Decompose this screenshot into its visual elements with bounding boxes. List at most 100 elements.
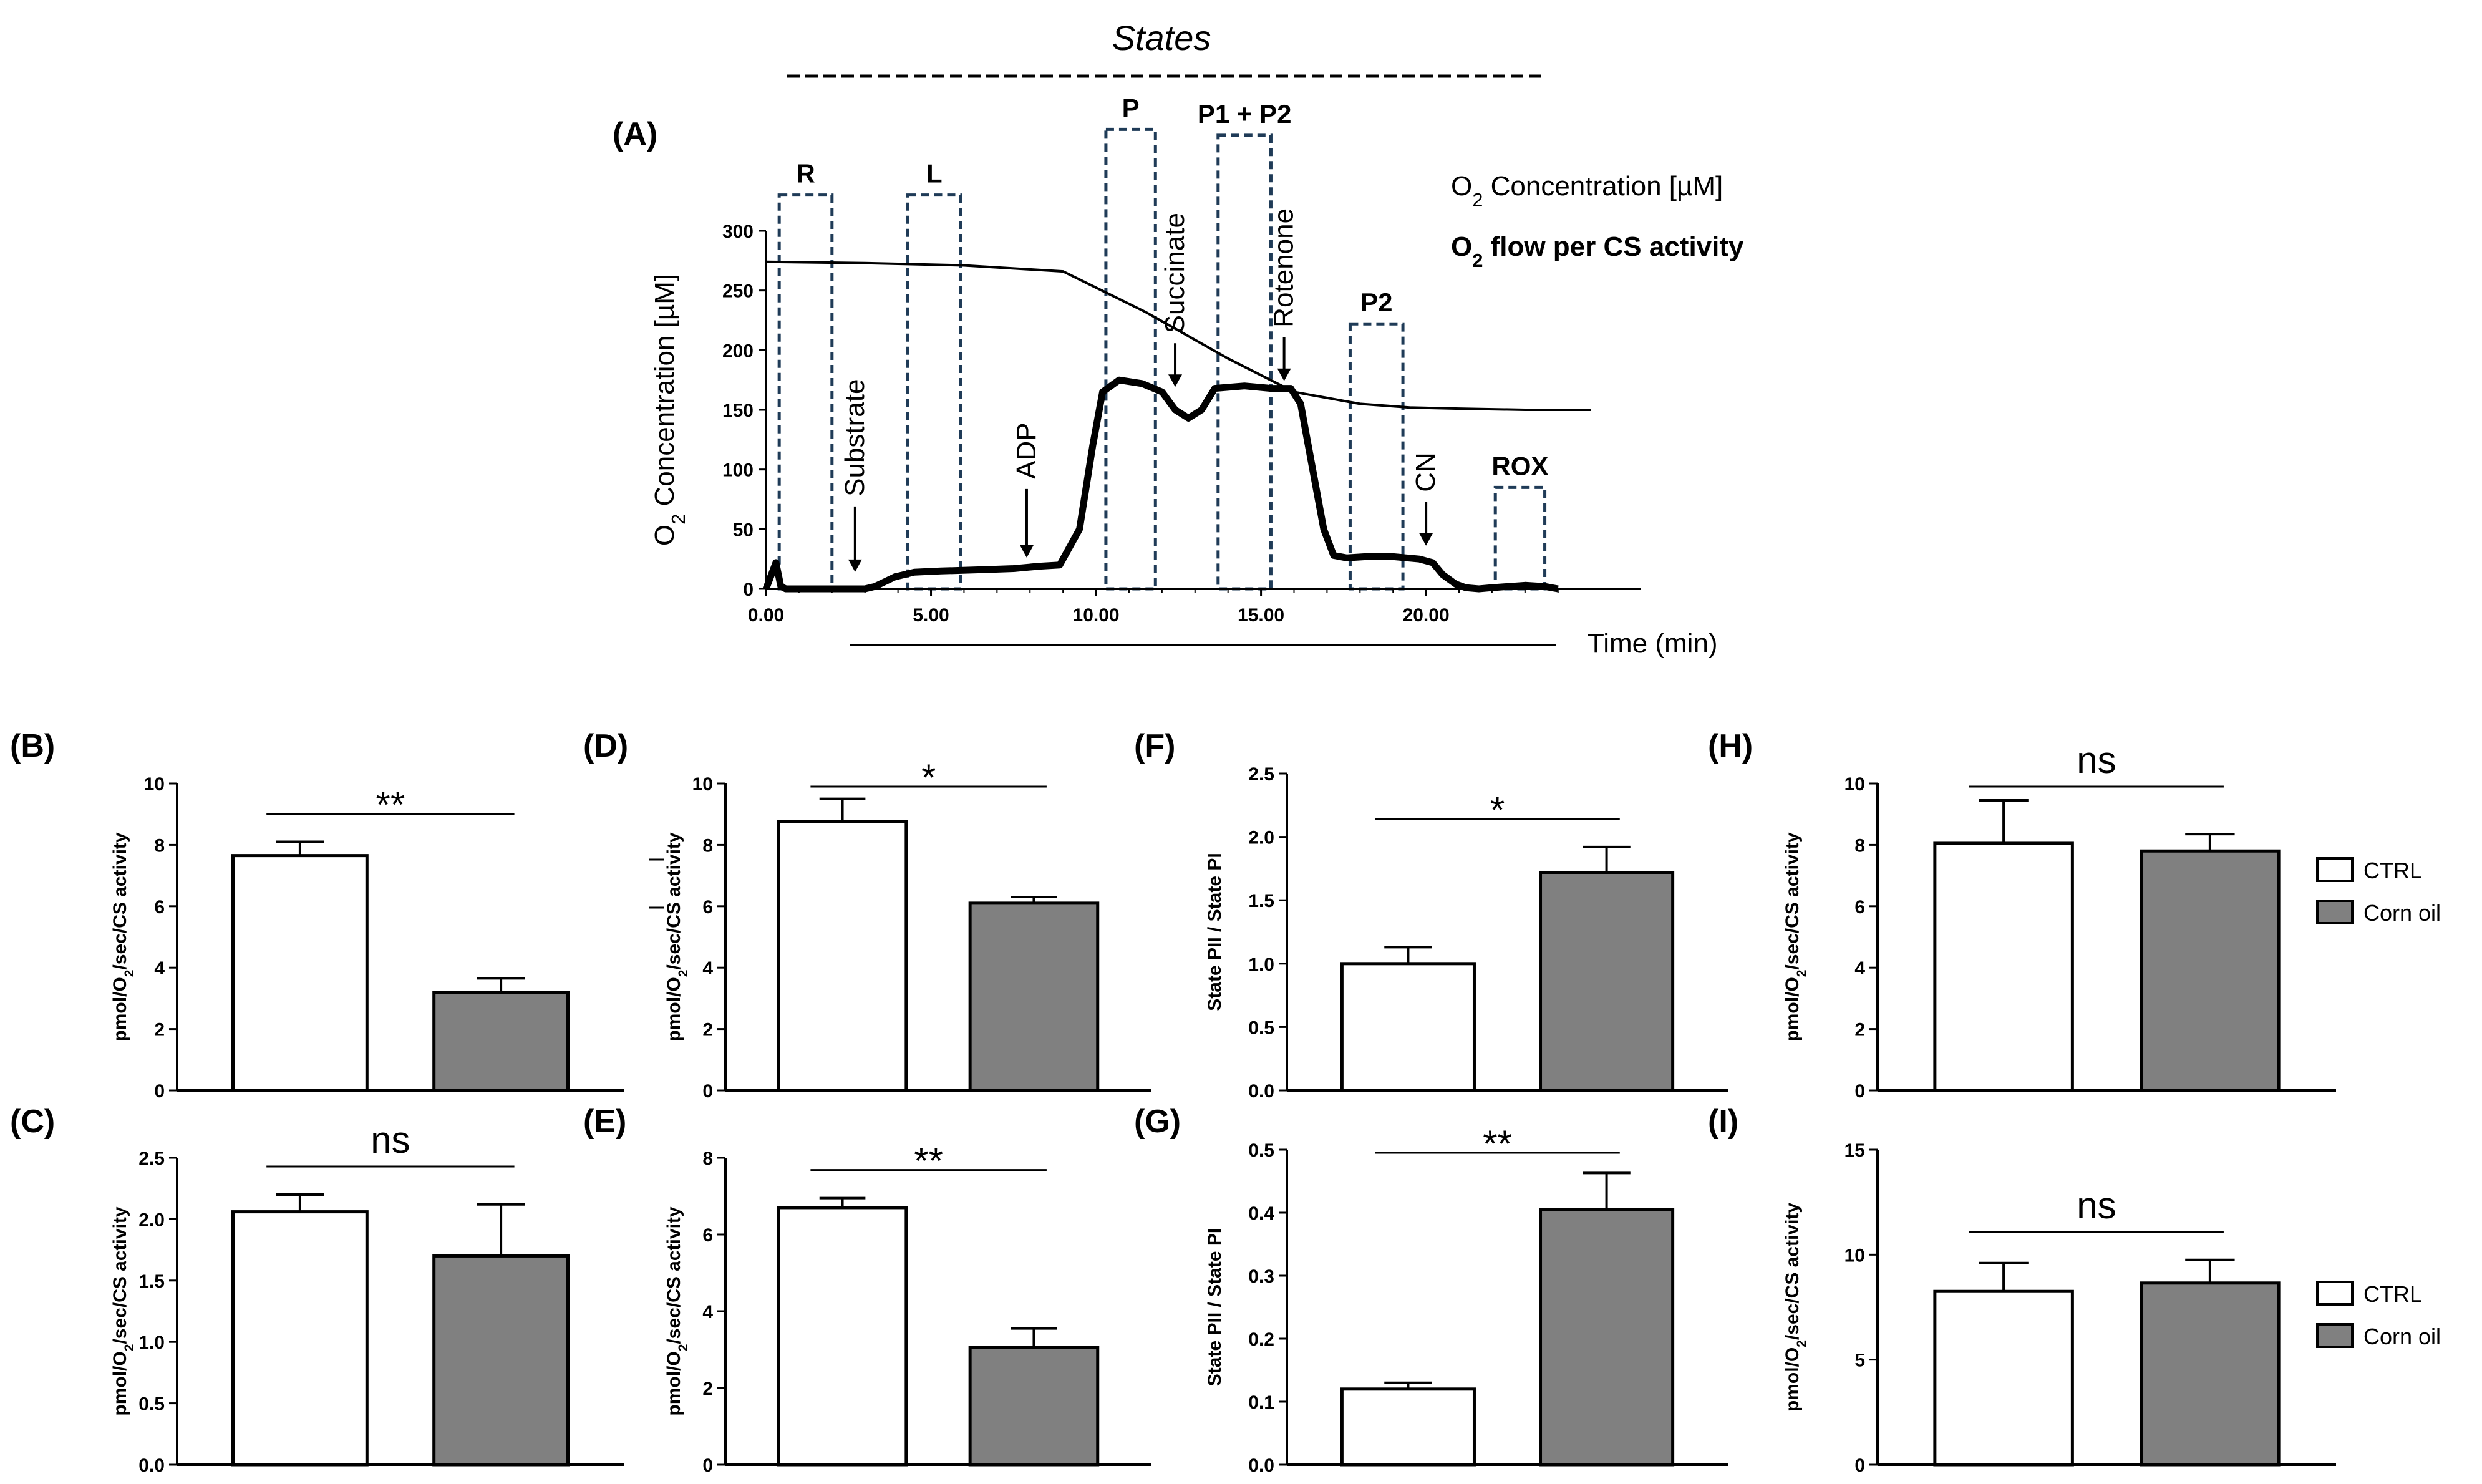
y-tick-label: 0	[702, 1455, 713, 1476]
injection-arrow-head	[848, 559, 862, 572]
y-tick-label: 0	[1854, 1455, 1865, 1476]
legend-swatch-ctrl	[2316, 857, 2354, 882]
y-tick-label: 0.1	[1248, 1392, 1274, 1413]
series-o2-concentration	[765, 260, 1591, 411]
y-tick-label: 1.5	[138, 1271, 165, 1292]
significance-marker: ns	[2077, 739, 2116, 781]
x-axis-label: Time (min)	[1588, 628, 1718, 659]
y-tick-label: 0	[154, 1081, 165, 1102]
y-tick-label: 8	[702, 1148, 713, 1169]
x-tick-label: 5.00	[913, 605, 949, 626]
y-tick-label: 2.0	[138, 1210, 165, 1230]
panel-label-h: (H)	[1708, 728, 1753, 764]
y-tick-label: 50	[733, 520, 754, 540]
state-box-label: P1 + P2	[1198, 99, 1292, 129]
y-tick-label: 15	[1845, 1140, 1865, 1161]
state-box-label: P2	[1360, 288, 1392, 317]
panel-c: (C) 0.0 0.5 1.0 1.5 2.0 2.5 pmol/O2/sec/CS acti…	[10, 1103, 624, 1476]
panel-label-g: (G)	[1134, 1103, 1181, 1140]
y-tick-label: 0.0	[1248, 1455, 1274, 1476]
injection-label: Substrate	[840, 379, 870, 497]
bar-corn-oil	[432, 991, 570, 1092]
x-tick-label: 10.00	[1073, 605, 1120, 626]
panel-label-d: (D)	[583, 728, 628, 764]
legend-o2-flow: O2 flow per CS activity	[1451, 231, 1744, 271]
y-axis-label: pmol/O2/sec/CS activity	[1782, 1203, 1809, 1412]
bar-ctrl	[231, 1210, 369, 1467]
y-tick-label: 5	[1854, 1351, 1865, 1371]
injection-arrow-head	[1277, 368, 1291, 381]
y-tick-label: 0	[702, 1081, 713, 1102]
y-tick-label: 10	[1845, 774, 1865, 795]
y-tick-label: 8	[154, 835, 165, 856]
y-tick-label: 2	[154, 1020, 165, 1040]
y-tick-label: 200	[722, 341, 754, 361]
y-tick-label: 0.5	[1248, 1140, 1274, 1161]
significance-marker: **	[914, 1140, 943, 1182]
state-box-label: ROX	[1491, 451, 1548, 480]
panel-a: (A) R L P P1 + P2 P2 ROX 0 50 100 150 200 250 300 0.00…	[613, 93, 1744, 659]
y-tick-label: 6	[1854, 897, 1865, 918]
y-tick-label: 0.2	[1248, 1329, 1274, 1350]
legend-swatch-ctrl	[2316, 1281, 2354, 1306]
injection-arrow-head	[1419, 533, 1433, 546]
y-tick-label: 0	[743, 580, 754, 600]
injection-label: CN	[1410, 452, 1441, 492]
state-box	[1348, 322, 1405, 591]
significance-marker: *	[921, 757, 936, 798]
panel-i: (I) 0 5 10 15 pmol/O2/sec/CS activity ns CTRL Co…	[1708, 1103, 2441, 1476]
panel-label-e: (E)	[583, 1103, 626, 1140]
bar-ctrl	[777, 1206, 908, 1467]
y-tick-label: 2	[1854, 1020, 1865, 1040]
series-o2-flow	[762, 376, 1559, 593]
state-box	[1216, 133, 1273, 591]
panel-f: (F) 0.0 0.5 1.0 1.5 2.0 2.5 State PII / State P…	[1134, 728, 1728, 1102]
panel-label-b: (B)	[10, 728, 55, 764]
bar-ctrl	[1933, 1289, 2074, 1467]
legend-label-ctrl: CTRL	[2363, 1281, 2422, 1307]
y-tick-label: 2	[702, 1379, 713, 1399]
injection-label: ADP	[1011, 422, 1042, 478]
bar-ctrl	[1340, 1387, 1476, 1467]
y-axis-label: State PII / State PI	[1205, 853, 1225, 1011]
y-tick-label: 0.4	[1248, 1203, 1274, 1224]
state-box-label: L	[926, 159, 943, 188]
bar-corn-oil	[968, 901, 1100, 1092]
legend-label-corn-oil: Corn oil	[2363, 1324, 2441, 1349]
y-tick-label: 300	[722, 221, 754, 242]
y-tick-label: 0.0	[1248, 1081, 1274, 1102]
y-tick-label: 8	[702, 835, 713, 856]
bar-corn-oil	[1539, 870, 1675, 1092]
y-axis-label: pmol/O2/sec/CS activity	[1782, 832, 1809, 1041]
y-axis-label: O2 Concentration [µM]	[649, 274, 689, 546]
bar-ctrl	[1340, 962, 1476, 1092]
x-tick-label: 20.00	[1403, 605, 1450, 626]
y-tick-label: 6	[702, 1225, 713, 1246]
state-box	[1104, 127, 1157, 591]
significance-marker: **	[1483, 1123, 1512, 1165]
panel-h: (H) 0 2 4 6 8 10 pmol/O2/sec/CS activity ns CTRL C…	[1708, 728, 2441, 1102]
panel-label-i: (I)	[1708, 1103, 1738, 1140]
y-axis-label: pmol/O2/sec/CS activity	[110, 1206, 137, 1415]
significance-marker: *	[1490, 789, 1505, 831]
injection-label: Rotenone	[1269, 208, 1299, 327]
significance-marker: ns	[2077, 1185, 2116, 1226]
injection-label: Succinate	[1160, 213, 1190, 333]
y-tick-label: 10	[1845, 1245, 1865, 1266]
legend-label-ctrl: CTRL	[2363, 858, 2422, 883]
bar-ctrl	[777, 820, 908, 1092]
y-tick-label: 6	[154, 897, 165, 918]
panel-label-c: (C)	[10, 1103, 55, 1140]
panel-e: (E) 0 2 4 6 8 pmol/O2/sec/CS activity **	[583, 1103, 1151, 1476]
x-tick-label: 15.00	[1238, 605, 1284, 626]
state-box-label: R	[796, 159, 815, 188]
y-tick-label: 250	[722, 281, 754, 302]
panel-label-a: (A)	[613, 116, 657, 152]
y-axis-label: pmol/O2/sec/CS activity	[664, 1206, 691, 1415]
y-tick-label: 2.5	[1248, 764, 1274, 785]
panel-label-f: (F)	[1134, 728, 1175, 764]
bar-corn-oil	[432, 1254, 570, 1467]
y-tick-label: 8	[1854, 835, 1865, 856]
y-tick-label: 2	[702, 1020, 713, 1040]
